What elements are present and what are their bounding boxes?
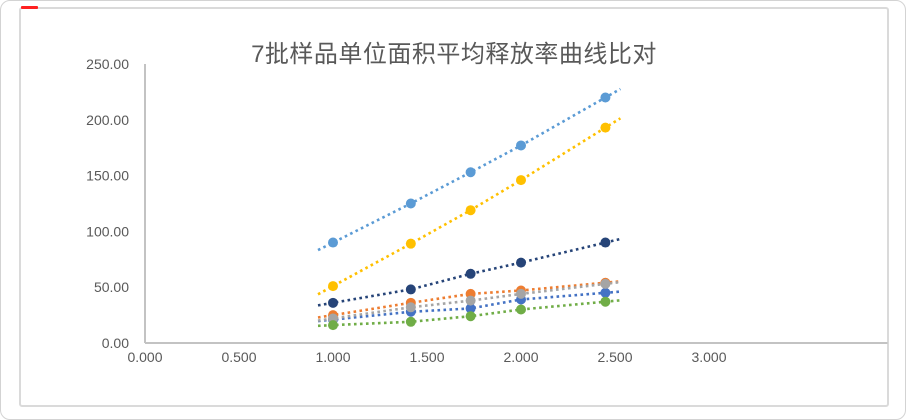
marker-series-gold[interactable] xyxy=(600,122,611,133)
marker-series-navy[interactable] xyxy=(405,284,416,295)
marker-series-navy[interactable] xyxy=(516,257,526,268)
marker-series-navy[interactable] xyxy=(328,297,338,308)
marker-series-lightblue[interactable] xyxy=(405,198,416,209)
x-tick-label: 0.000 xyxy=(127,349,162,365)
marker-series-blue[interactable] xyxy=(600,287,611,298)
x-tick-label: 3.000 xyxy=(691,349,726,365)
chart-container[interactable] xyxy=(19,7,889,407)
marker-series-lightblue[interactable] xyxy=(516,140,526,151)
marker-series-green[interactable] xyxy=(600,296,611,307)
marker-series-gray[interactable] xyxy=(516,288,526,299)
marker-series-green[interactable] xyxy=(405,316,416,327)
marker-series-green[interactable] xyxy=(328,320,338,331)
chart-title[interactable]: 7批样品单位面积平均释放率曲线比对 xyxy=(251,41,657,68)
marker-series-gold[interactable] xyxy=(516,175,526,186)
red-marker xyxy=(21,6,38,9)
x-tick-label: 2.500 xyxy=(597,349,632,365)
marker-series-lightblue[interactable] xyxy=(465,167,476,178)
marker-series-gray[interactable] xyxy=(405,302,416,313)
marker-series-gold[interactable] xyxy=(328,281,338,292)
x-tick-label: 2.000 xyxy=(503,349,538,365)
marker-series-lightblue[interactable] xyxy=(328,237,338,248)
x-tick-label: 1.000 xyxy=(315,349,350,365)
marker-series-navy[interactable] xyxy=(465,268,476,279)
y-tick-label: 250.00 xyxy=(86,56,129,72)
marker-series-blue[interactable] xyxy=(465,303,476,314)
x-tick-label: 0.500 xyxy=(221,349,256,365)
marker-series-gray[interactable] xyxy=(465,295,476,306)
marker-series-green[interactable] xyxy=(465,311,476,322)
marker-series-gold[interactable] xyxy=(405,238,416,249)
y-tick-label: 100.00 xyxy=(86,223,129,239)
marker-series-gold[interactable] xyxy=(465,205,476,216)
y-tick-label: 0.00 xyxy=(102,335,129,351)
marker-series-green[interactable] xyxy=(516,304,526,315)
y-tick-label: 200.00 xyxy=(86,112,129,128)
marker-series-navy[interactable] xyxy=(600,237,611,248)
marker-series-lightblue[interactable] xyxy=(600,92,611,103)
x-tick-label: 1.500 xyxy=(409,349,444,365)
y-tick-label: 50.00 xyxy=(94,279,129,295)
marker-series-gray[interactable] xyxy=(600,278,611,289)
y-tick-label: 150.00 xyxy=(86,168,129,184)
